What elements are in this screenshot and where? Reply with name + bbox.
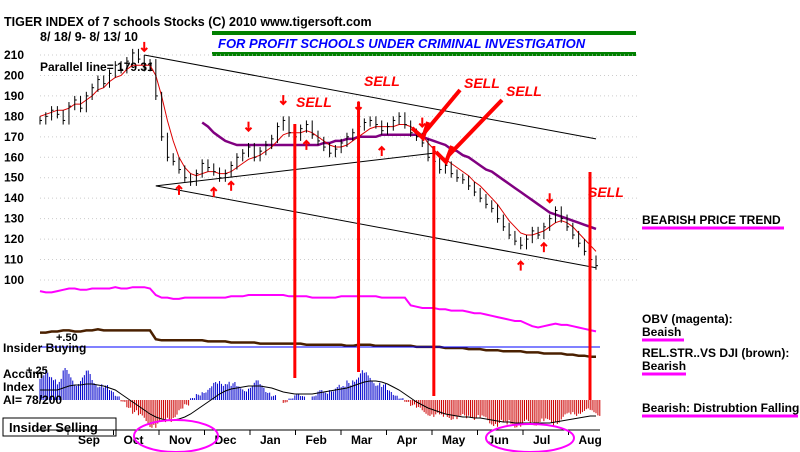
trend-label: BEARISH PRICE TREND: [642, 213, 781, 227]
month-label: Nov: [169, 433, 192, 447]
insider-selling-label: Insider Selling: [9, 420, 98, 435]
month-label: May: [442, 433, 466, 447]
y-tick-label: 180: [4, 109, 24, 123]
sell-arrow-head: [244, 126, 253, 133]
month-label: Dec: [215, 433, 237, 447]
ma-long-line: [201, 121, 597, 231]
buy-arrow-head: [517, 260, 525, 266]
big-sell-arrow: [446, 98, 504, 158]
sell-label: SELL: [588, 184, 624, 200]
rel-strength-path: [40, 328, 596, 359]
buy-arrow-head: [210, 186, 218, 192]
y-tick-label: 130: [4, 212, 24, 226]
accum-index-bars: [39, 368, 601, 428]
month-label: Sep: [78, 433, 100, 447]
ma-long-path: [201, 121, 597, 231]
highlight-ellipse: [485, 423, 575, 452]
month-axis: Sep Oct Nov Dec Jan Feb Mar Apr May Jun Jul Aug: [36, 429, 602, 447]
y-tick-label: 170: [4, 130, 24, 144]
price-grid: [40, 54, 640, 281]
sell-arrow-head: [140, 47, 148, 53]
rel-value: Bearish: [642, 359, 686, 373]
y-tick-label: 110: [4, 253, 24, 267]
rel-strength-line: [40, 328, 596, 359]
sell-arrow-head: [418, 122, 426, 129]
month-label: Aug: [579, 433, 602, 447]
chart-title: TIGER INDEX of 7 schools Stocks (C) 2010…: [4, 15, 372, 29]
y-tick-label: 190: [4, 89, 24, 103]
month-label: Apr: [397, 433, 418, 447]
sell-label: SELL: [296, 94, 332, 110]
sell-label: SELL: [364, 73, 400, 89]
accum-label-2: Index: [3, 380, 35, 394]
obv-value: Beaish: [642, 325, 681, 339]
plus25-label: +.25: [26, 365, 48, 377]
month-label: Jun: [488, 433, 509, 447]
big-sell-arrow-head: [410, 121, 430, 142]
buy-arrow-head: [302, 139, 311, 145]
accum-title: Bearish: Distrubtion Falling.: [642, 401, 800, 415]
accum-index-line: [40, 380, 596, 424]
sell-signal-lines: [293, 102, 592, 400]
month-label: Feb: [306, 433, 327, 447]
big-sell-arrow-head: [434, 145, 454, 166]
insider-selling-box: [2, 417, 117, 437]
y-tick-label: 210: [4, 48, 24, 62]
sell-label: SELL: [464, 75, 500, 91]
parallel-line-label: Parallel line= 179.31: [40, 60, 154, 74]
month-label: Mar: [351, 433, 373, 447]
y-tick-label: 140: [4, 191, 24, 205]
obv-line: [39, 286, 597, 333]
buy-arrow-head: [175, 184, 183, 190]
sell-arrow-head: [545, 198, 554, 204]
month-label: Jul: [533, 433, 550, 447]
accum-label-1: Accum: [3, 367, 43, 381]
highlight-ellipses: [133, 419, 575, 452]
sell-label: SELL: [506, 83, 542, 99]
ai-value: AI= 78/200: [3, 393, 62, 407]
y-tick-label: 200: [4, 68, 24, 82]
y-tick-label: 120: [4, 232, 24, 246]
plus50-label: +.50: [56, 332, 78, 344]
banner-text: FOR PROFIT SCHOOLS UNDER CRIMINAL INVEST…: [218, 36, 586, 51]
obv-title: OBV (magenta):: [642, 312, 733, 326]
price-axis: 210 200 190 180 170 160 150 140 130 120 110 100: [4, 48, 24, 287]
buy-arrow-head: [540, 241, 548, 247]
insider-buying-label: Insider Buying: [3, 341, 86, 355]
month-label: Jan: [260, 433, 281, 447]
accum-ma-path: [40, 380, 596, 424]
lower-channel-line: [155, 185, 597, 269]
big-sell-arrow: [423, 88, 462, 134]
y-tick-label: 150: [4, 171, 24, 185]
highlight-ellipse: [133, 419, 219, 452]
upper-channel-line: [144, 54, 597, 140]
sell-arrow-head: [279, 100, 287, 106]
sell-labels: SELL SELL SELL SELL SELL: [296, 73, 624, 200]
y-tick-label: 160: [4, 150, 24, 164]
buy-arrow-head: [227, 180, 235, 186]
obv-path: [39, 286, 597, 333]
y-tick-label: 100: [4, 273, 24, 287]
date-range: 8/ 18/ 9- 8/ 13/ 10: [40, 30, 138, 44]
price-bars: [39, 48, 598, 270]
signal-arrows: [140, 41, 554, 271]
rel-title: REL.STR..VS DJI (brown):: [642, 346, 789, 360]
buy-arrow-head: [378, 145, 386, 151]
